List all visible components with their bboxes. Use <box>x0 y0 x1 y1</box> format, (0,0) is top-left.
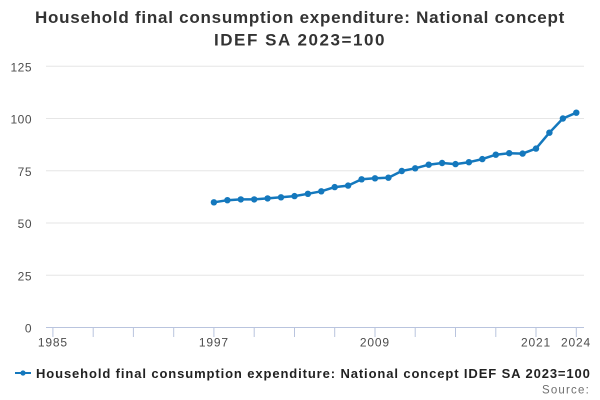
svg-text:1997: 1997 <box>199 336 229 350</box>
svg-text:Source:: Source: <box>542 385 590 397</box>
svg-text:25: 25 <box>18 269 32 283</box>
svg-text:1985: 1985 <box>38 336 68 350</box>
svg-text:75: 75 <box>18 165 32 179</box>
svg-text:100: 100 <box>10 113 32 127</box>
svg-text:Household final consumption ex: Household final consumption expenditure:… <box>35 8 565 27</box>
svg-text:50: 50 <box>18 217 32 231</box>
svg-text:2024: 2024 <box>561 336 591 350</box>
svg-text:0: 0 <box>25 322 32 336</box>
svg-text:Household final consumption ex: Household final consumption expenditure:… <box>36 366 591 381</box>
svg-text:2021: 2021 <box>521 336 551 350</box>
svg-text:IDEF SA 2023=100: IDEF SA 2023=100 <box>214 31 386 50</box>
svg-text:125: 125 <box>10 60 32 74</box>
svg-text:2009: 2009 <box>360 336 390 350</box>
